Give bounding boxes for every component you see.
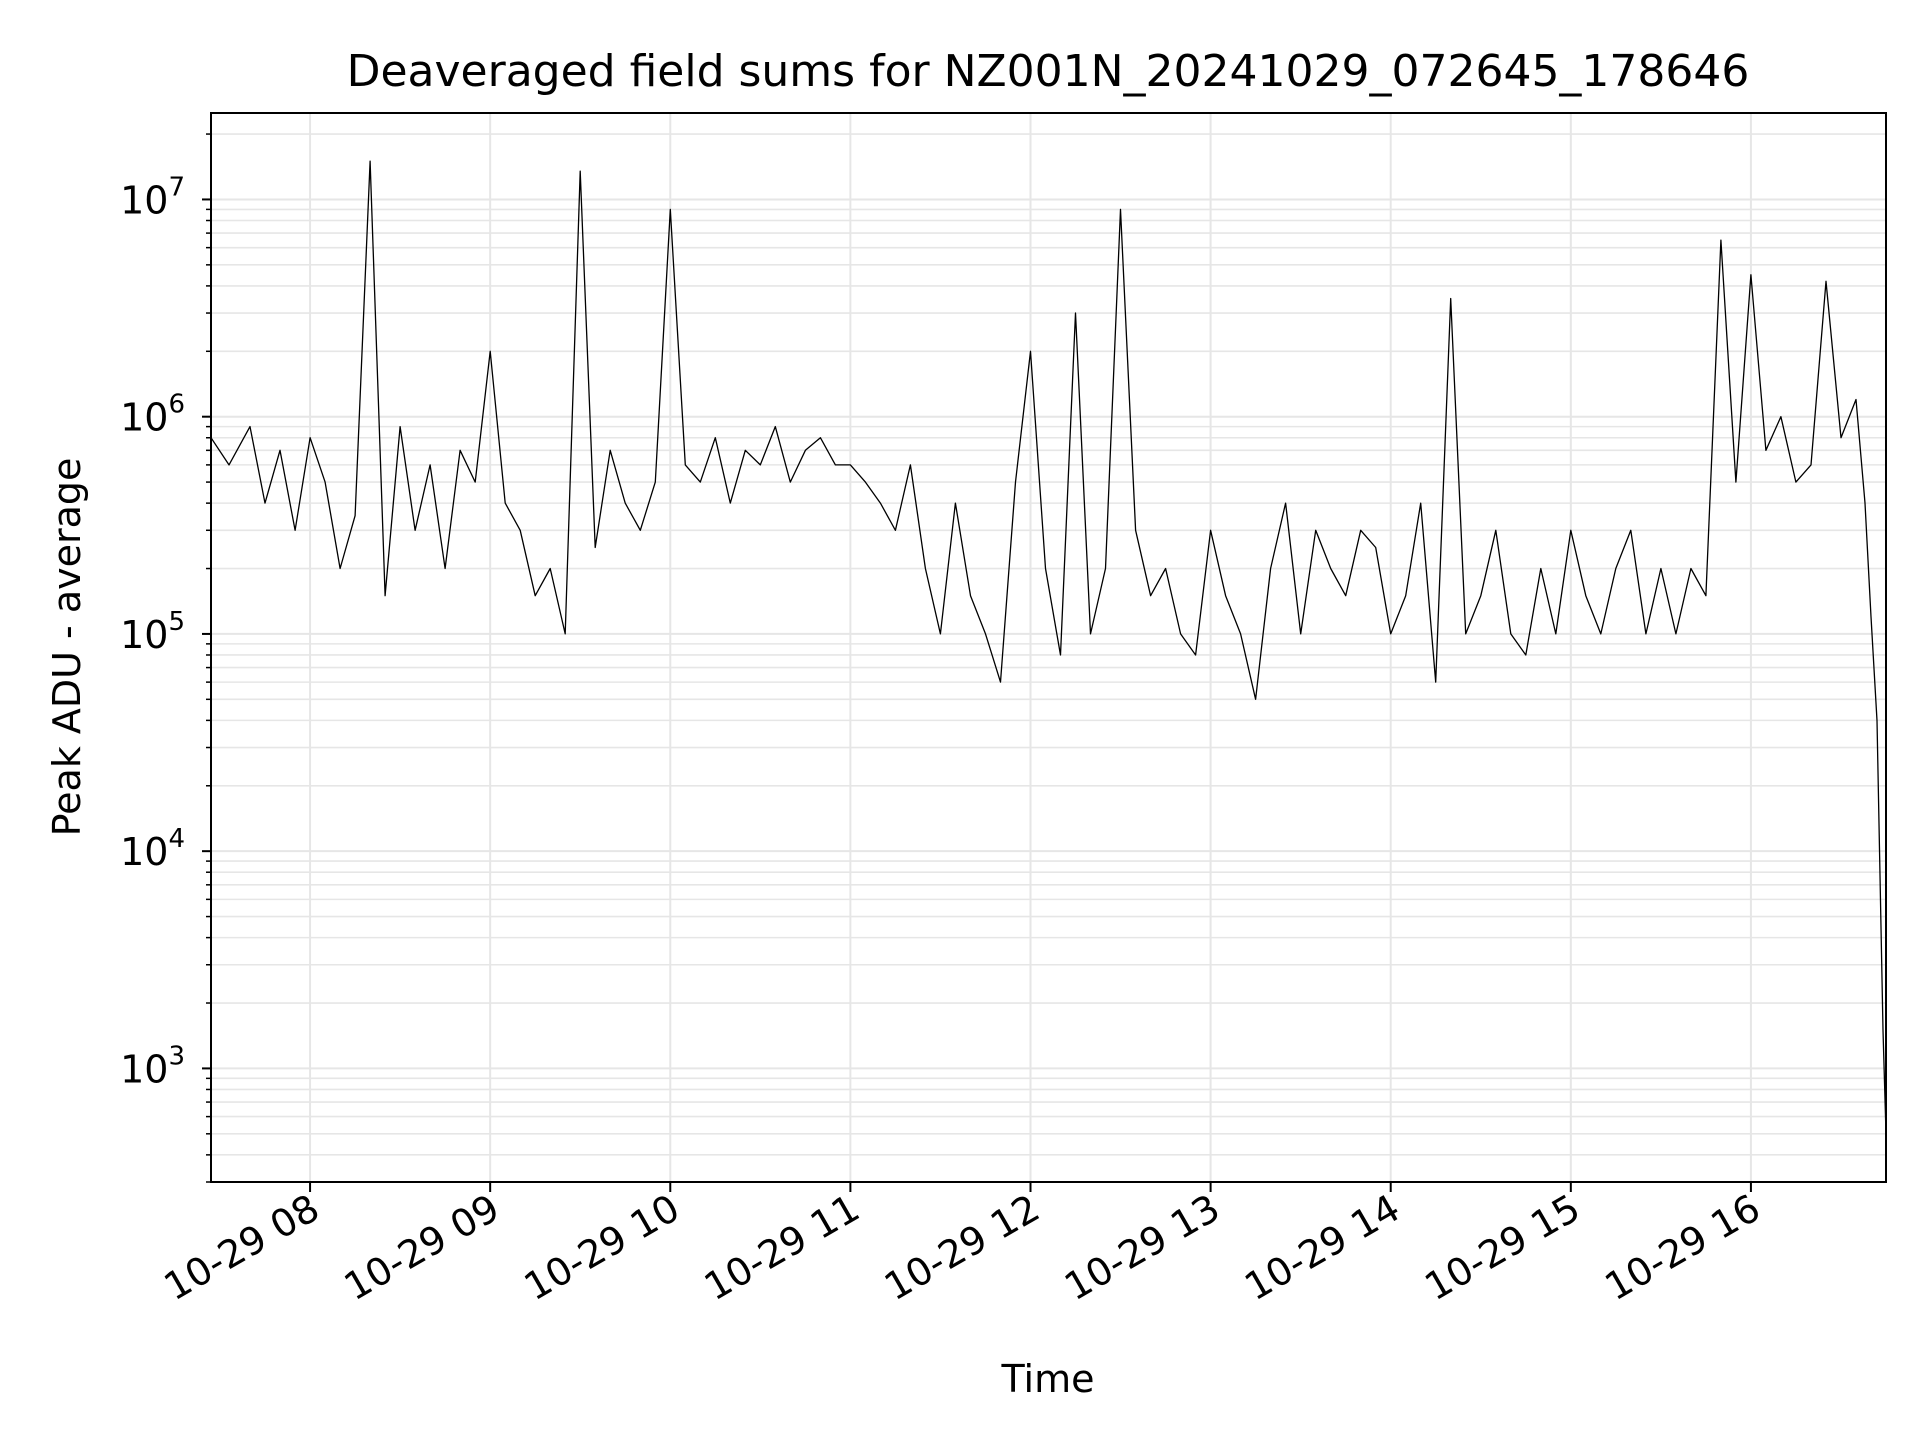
y-tick-label: 106: [120, 390, 185, 440]
series: [211, 160, 1886, 1134]
grid: [211, 113, 1886, 1183]
y-tick-label: 107: [120, 172, 185, 222]
plot-frame: [210, 112, 1887, 1183]
y-axis-label: Peak ADU - average: [45, 458, 89, 837]
y-tick-label: 103: [120, 1041, 185, 1091]
x-axis-label: Time: [1001, 1357, 1095, 1401]
chart-title: Deaveraged field sums for NZ001N_2024102…: [347, 46, 1750, 97]
y-tick-label: 104: [120, 824, 185, 874]
y-axis: 103 104 105 106 107: [120, 133, 211, 1183]
series-line: [211, 160, 1886, 1134]
y-tick-label: 105: [120, 607, 185, 657]
